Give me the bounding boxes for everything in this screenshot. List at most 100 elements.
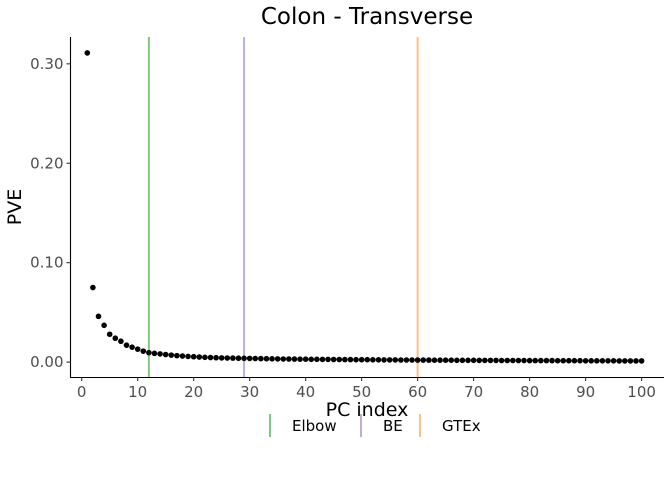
data-point <box>168 352 175 358</box>
data-point <box>498 357 505 364</box>
data-point <box>224 355 231 361</box>
data-point <box>140 348 147 354</box>
data-point <box>504 357 511 364</box>
data-point <box>582 357 589 364</box>
data-point <box>134 346 141 352</box>
data-point <box>515 357 522 364</box>
data-point <box>90 284 96 291</box>
data-point <box>286 356 292 362</box>
data-point <box>560 357 567 364</box>
data-point <box>246 355 253 362</box>
data-point <box>280 356 287 362</box>
data-point <box>263 355 270 362</box>
data-point <box>185 353 191 360</box>
data-point <box>431 357 438 363</box>
data-point <box>420 357 427 363</box>
legend-label-elbow: Elbow <box>292 417 337 435</box>
data-point <box>465 357 471 364</box>
data-point <box>353 356 359 363</box>
data-point <box>95 313 102 320</box>
data-point <box>230 355 236 361</box>
data-point <box>364 356 371 363</box>
data-point <box>521 357 527 364</box>
data-point <box>554 357 561 364</box>
x-axis-title: PC index <box>326 399 409 421</box>
y-tick-label: 0.00 <box>30 353 63 371</box>
data-point <box>269 356 275 362</box>
chart-title: Colon - Transverse <box>261 4 473 30</box>
data-point <box>426 357 432 363</box>
data-point <box>358 356 365 363</box>
data-point <box>386 357 393 363</box>
data-point <box>101 322 107 329</box>
data-point <box>302 356 309 363</box>
y-tick-label: 0.10 <box>30 254 63 272</box>
data-point <box>549 357 555 364</box>
data-point <box>213 354 219 361</box>
data-point <box>174 352 180 359</box>
data-point <box>510 357 516 364</box>
data-point <box>118 338 124 345</box>
x-tick-label: 30 <box>240 383 259 401</box>
y-tick-label: 0.30 <box>30 55 63 73</box>
data-point <box>633 358 639 364</box>
data-point <box>146 349 152 356</box>
data-point <box>442 357 449 363</box>
data-point <box>274 356 281 362</box>
data-point <box>314 356 320 363</box>
data-point <box>448 357 455 363</box>
data-point <box>207 354 214 361</box>
data-point <box>392 357 399 363</box>
x-tick-label: 0 <box>77 383 87 401</box>
data-point <box>196 354 203 360</box>
data-point <box>605 357 611 364</box>
data-point <box>347 356 354 363</box>
data-point <box>297 356 303 363</box>
data-point <box>454 357 460 364</box>
data-point <box>414 357 421 363</box>
data-point <box>84 50 91 56</box>
legend-label-be: BE <box>383 417 403 435</box>
data-point <box>588 357 595 364</box>
data-point <box>437 357 443 363</box>
x-tick-label: 10 <box>128 383 147 401</box>
y-axis-title: PVE <box>4 189 26 225</box>
x-tick-label: 80 <box>520 383 539 401</box>
legend-label-gtex: GTEx <box>442 417 481 435</box>
data-point <box>610 357 617 364</box>
x-tick-label: 100 <box>627 383 656 401</box>
x-tick-label: 90 <box>576 383 595 401</box>
data-point <box>151 350 158 357</box>
data-point <box>543 357 550 364</box>
data-point <box>627 358 634 364</box>
data-point <box>532 357 539 364</box>
data-point <box>381 357 387 363</box>
data-point <box>493 357 499 364</box>
data-point <box>157 351 163 357</box>
data-point <box>599 357 606 364</box>
data-point <box>470 357 477 364</box>
data-point <box>459 357 466 364</box>
data-point <box>571 357 578 364</box>
data-point <box>476 357 483 364</box>
data-point <box>258 355 264 362</box>
data-point <box>129 344 135 350</box>
data-point <box>218 355 225 361</box>
data-point <box>594 357 600 364</box>
data-point <box>622 358 628 364</box>
data-point <box>538 357 544 364</box>
data-point <box>123 342 130 348</box>
data-point <box>370 357 376 363</box>
data-point <box>319 356 326 363</box>
data-point <box>409 357 415 363</box>
data-point <box>252 355 259 362</box>
data-point <box>179 353 186 359</box>
data-point <box>241 355 247 362</box>
data-point <box>235 355 242 362</box>
data-point <box>577 357 583 364</box>
data-point <box>526 357 533 364</box>
data-point <box>325 356 331 363</box>
data-point <box>342 356 348 363</box>
data-point <box>202 354 208 361</box>
